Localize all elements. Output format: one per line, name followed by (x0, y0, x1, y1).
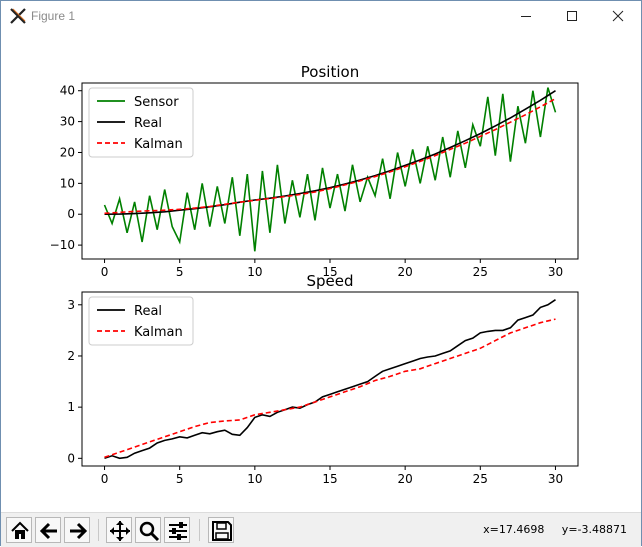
x-tick-label: 10 (247, 265, 262, 279)
x-tick-label: 20 (398, 265, 413, 279)
home-button[interactable] (6, 517, 32, 543)
matplotlib-x-icon (9, 7, 27, 25)
y-tick-label: 0 (67, 207, 75, 221)
move-arrows-icon (110, 521, 130, 541)
legend-label-real: Real (134, 116, 162, 131)
legend-label-kalman: Kalman (134, 137, 183, 152)
close-button[interactable] (595, 1, 641, 31)
toolbar-separator (199, 519, 200, 541)
x-tick-label: 20 (398, 472, 413, 486)
figure-canvas[interactable]: Position 0 5 10 15 20 25 30 −10 0 10 20 30 40 Sensor R… (1, 31, 641, 511)
zoom-button[interactable] (135, 517, 161, 543)
back-button[interactable] (35, 517, 61, 543)
series-line-real (104, 90, 556, 215)
x-tick-label: 0 (101, 472, 109, 486)
x-tick-label: 25 (473, 265, 488, 279)
toolbar-separator (98, 519, 99, 541)
x-tick-label: 30 (548, 265, 563, 279)
speed-chart-title: Speed (306, 272, 353, 290)
x-tick-label: 0 (101, 265, 109, 279)
sliders-icon (169, 522, 187, 540)
title-bar[interactable]: Figure 1 (1, 1, 641, 31)
y-tick-label: −10 (50, 238, 75, 252)
maximize-icon (567, 11, 577, 21)
x-tick-label: 15 (322, 472, 337, 486)
arrow-right-icon (70, 522, 88, 540)
legend: Real Kalman (88, 296, 194, 346)
minimize-button[interactable] (503, 1, 549, 31)
navigation-toolbar: x=17.4698 y=-3.48871 (1, 512, 641, 547)
configure-subplots-button[interactable] (164, 517, 190, 543)
position-chart-title: Position (301, 63, 359, 81)
y-tick-label: 30 (60, 115, 75, 129)
legend-label-sensor: Sensor (134, 95, 179, 110)
forward-button[interactable] (64, 517, 90, 543)
magnifier-icon (139, 521, 160, 542)
series-line-kalman (104, 318, 556, 459)
pan-button[interactable] (106, 517, 132, 543)
speed-axes: Speed 0 5 10 15 20 25 30 0 1 2 3 Real Kalman (67, 272, 579, 486)
legend-box (88, 296, 194, 346)
x-tick-label: 30 (548, 472, 563, 486)
save-button[interactable] (208, 517, 234, 543)
y-tick-label: 20 (60, 145, 75, 159)
close-icon (612, 10, 624, 22)
floppy-disk-icon (212, 521, 232, 541)
y-tick-label: 40 (60, 84, 75, 98)
legend-box (88, 87, 194, 158)
x-tick-label: 15 (322, 265, 337, 279)
y-tick-label: 3 (67, 298, 75, 312)
minimize-icon (521, 16, 531, 17)
position-axes: Position 0 5 10 15 20 25 30 −10 0 10 20 30 40 Sensor R… (50, 63, 579, 279)
maximize-button[interactable] (549, 1, 595, 31)
window-title: Figure 1 (31, 9, 76, 23)
y-tick-label: 10 (60, 176, 75, 190)
series-line-kalman (104, 97, 556, 215)
home-icon (11, 521, 29, 539)
legend-label-kalman: Kalman (134, 325, 183, 340)
x-tick-label: 5 (176, 472, 184, 486)
y-tick-label: 0 (67, 451, 75, 465)
legend: Sensor Real Kalman (88, 87, 194, 158)
x-tick-label: 25 (473, 472, 488, 486)
y-tick-label: 2 (67, 349, 75, 363)
legend-label-real: Real (134, 304, 162, 319)
arrow-left-icon (39, 522, 57, 540)
y-tick-label: 1 (67, 400, 75, 414)
x-tick-label: 10 (247, 472, 262, 486)
series-line-sensor (103, 87, 557, 252)
plot-svg: Position 0 5 10 15 20 25 30−10010203040SensorR… (50, 63, 579, 486)
cursor-coordinates: x=17.4698 y=-3.48871 (483, 523, 627, 536)
series-line-real (104, 299, 556, 460)
x-tick-label: 5 (176, 265, 184, 279)
